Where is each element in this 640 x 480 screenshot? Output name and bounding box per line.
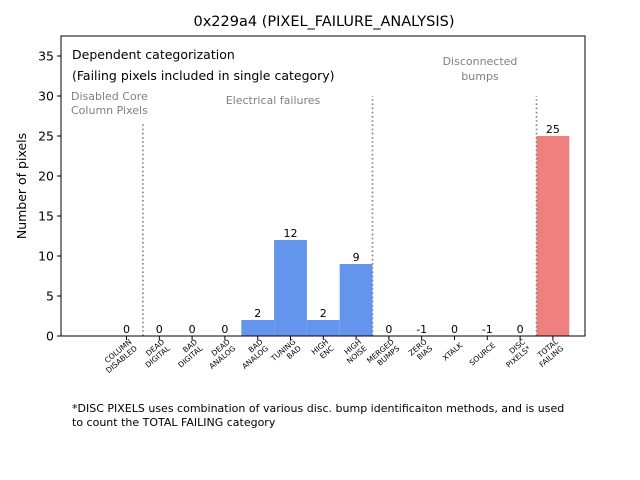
header-annotation-line1: Dependent categorization <box>72 47 235 62</box>
y-tick-label: 35 <box>38 49 54 64</box>
value-labels-layer: 0 0 0 0 2 12 2 9 0 -1 0 -1 0 25 <box>123 123 560 336</box>
bar-value-label: 12 <box>284 227 298 240</box>
x-tick-label: DEADANALOG <box>202 337 238 371</box>
x-tick-label: HIGHNOISE <box>339 337 368 366</box>
footnote-line2: to count the TOTAL FAILING category <box>72 416 276 429</box>
bar <box>536 136 570 336</box>
y-tick-label: 25 <box>38 129 54 144</box>
footnote: *DISC PIXELS uses combination of various… <box>72 402 638 430</box>
y-tick-label: 30 <box>38 89 54 104</box>
x-tick-label: DEADDIGITAL <box>138 337 172 370</box>
y-tick-label: 0 <box>46 329 54 344</box>
bar <box>241 320 275 336</box>
x-tick-label: XTALK <box>441 340 465 363</box>
group-label-disabled-line2: Column Pixels <box>71 104 148 117</box>
footnote-line1: *DISC PIXELS uses combination of various… <box>72 402 565 415</box>
y-axis: 0 5 10 15 20 25 30 35 <box>38 49 61 344</box>
x-tick-label: HIGHENC <box>310 337 336 363</box>
bar-value-label: 2 <box>320 307 327 320</box>
x-tick-label: BADDIGITAL <box>171 337 205 370</box>
y-tick-label: 15 <box>38 209 54 224</box>
bar-value-label: -1 <box>482 323 493 336</box>
header-annotation-line2: (Failing pixels included in single categ… <box>72 68 335 83</box>
chart: 0x229a4 (PIXEL_FAILURE_ANALYSIS) 0 0 0 0 2 12… <box>14 14 586 375</box>
x-tick-label: MERGEDBUMPS <box>365 337 402 372</box>
bars-layer <box>241 136 570 336</box>
y-tick-label: 5 <box>46 289 54 304</box>
bar-value-label: 2 <box>254 307 261 320</box>
group-label-disabled-line1: Disabled Core <box>71 90 148 103</box>
bar-value-label: 25 <box>546 123 560 136</box>
bar <box>306 320 340 336</box>
y-tick-label: 10 <box>38 249 54 264</box>
group-label-disconnected-line2: bumps <box>461 70 499 83</box>
x-tick-label: TUNINGBAD <box>268 337 303 370</box>
group-label-disconnected-line1: Disconnected <box>443 55 518 68</box>
bar-value-label: 0 <box>385 323 392 336</box>
x-tick-label: TOTALFAILING <box>532 337 566 369</box>
bar-value-label: 0 <box>451 323 458 336</box>
x-tick-label: BADANALOG <box>235 337 271 371</box>
bar-value-label: 0 <box>189 323 196 336</box>
bar-value-label: 0 <box>221 323 228 336</box>
bar-value-label: -1 <box>416 323 427 336</box>
x-tick-label: COLUMNDISABLED <box>99 337 139 375</box>
x-tick-label: DISCPIXELS* <box>499 337 533 369</box>
bar-value-label: 0 <box>517 323 524 336</box>
group-label-electrical: Electrical failures <box>226 94 321 107</box>
bar-value-label: 0 <box>156 323 163 336</box>
x-tick-label: ZEROBIAS <box>407 337 435 364</box>
y-axis-label: Number of pixels <box>14 133 29 239</box>
y-tick-label: 20 <box>38 169 54 184</box>
bar <box>339 264 373 336</box>
x-tick-label: SOURCE <box>468 341 498 368</box>
chart-title: 0x229a4 (PIXEL_FAILURE_ANALYSIS) <box>194 14 455 30</box>
bar-value-label: 9 <box>353 251 360 264</box>
bar-value-label: 0 <box>123 323 130 336</box>
bar <box>274 240 307 336</box>
x-axis: COLUMNDISABLED DEADDIGITAL BADDIGITAL DEADA… <box>99 336 566 375</box>
